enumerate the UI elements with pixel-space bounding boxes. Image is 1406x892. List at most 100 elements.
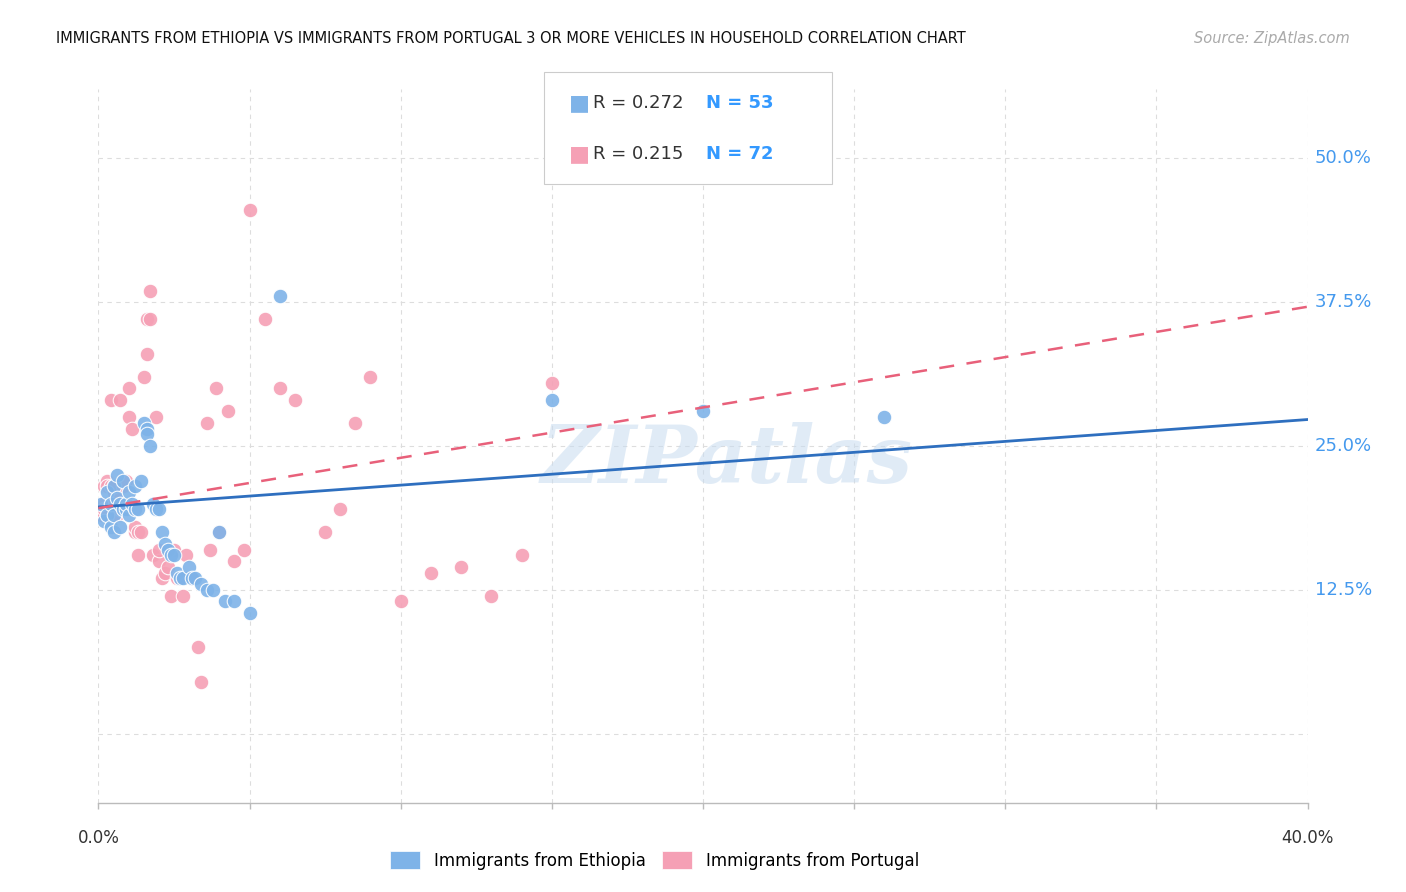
Point: [100, 479, 122, 493]
Text: 12.5%: 12.5%: [1315, 581, 1372, 599]
Point: [172, 589, 194, 603]
Point: [232, 542, 254, 557]
Point: [284, 392, 307, 407]
Text: IMMIGRANTS FROM ETHIOPIA VS IMMIGRANTS FROM PORTUGAL 3 OR MORE VEHICLES IN HOUSE: IMMIGRANTS FROM ETHIOPIA VS IMMIGRANTS F…: [56, 31, 966, 46]
Point: [217, 404, 239, 418]
Point: [187, 640, 209, 655]
Point: [124, 479, 146, 493]
Point: [239, 606, 262, 620]
Point: [195, 582, 218, 597]
Point: [208, 525, 231, 540]
Point: [163, 549, 186, 563]
Point: [114, 474, 136, 488]
Point: [224, 554, 246, 568]
Point: [145, 410, 167, 425]
Point: [103, 479, 125, 493]
Text: 0.0%: 0.0%: [77, 829, 120, 847]
Point: [96, 474, 118, 488]
Point: [127, 525, 149, 540]
Point: [329, 502, 352, 516]
Point: [105, 467, 128, 482]
Point: [114, 497, 136, 511]
Point: [100, 519, 122, 533]
Point: [156, 559, 179, 574]
Text: 37.5%: 37.5%: [1315, 293, 1372, 311]
Point: [127, 549, 149, 563]
Point: [190, 675, 212, 690]
Point: [172, 571, 194, 585]
Text: N = 72: N = 72: [706, 145, 773, 163]
Point: [132, 370, 155, 384]
Point: [93, 497, 115, 511]
Point: [139, 284, 162, 298]
Point: [100, 497, 122, 511]
Point: [190, 577, 212, 591]
Point: [108, 497, 131, 511]
Point: [96, 508, 118, 522]
Point: [124, 502, 146, 516]
Point: [148, 554, 170, 568]
Point: [118, 381, 141, 395]
Point: [239, 202, 262, 217]
Point: [150, 525, 173, 540]
Point: [103, 525, 125, 540]
Point: [208, 525, 231, 540]
Point: [118, 410, 141, 425]
Point: [166, 571, 188, 585]
Point: [253, 312, 276, 326]
Point: [142, 497, 165, 511]
Point: [135, 347, 157, 361]
Point: [169, 571, 191, 585]
Text: Source: ZipAtlas.com: Source: ZipAtlas.com: [1194, 31, 1350, 46]
Point: [150, 571, 173, 585]
Point: [108, 392, 131, 407]
Point: [156, 542, 179, 557]
Point: [111, 502, 134, 516]
Text: N = 53: N = 53: [706, 94, 773, 112]
Point: [105, 491, 128, 505]
Point: [132, 416, 155, 430]
Point: [202, 582, 225, 597]
Point: [873, 410, 896, 425]
Text: ■: ■: [569, 145, 591, 164]
Point: [166, 566, 188, 580]
Point: [148, 502, 170, 516]
Point: [135, 427, 157, 442]
Point: [145, 502, 167, 516]
Point: [314, 525, 336, 540]
Point: [181, 571, 204, 585]
Point: [195, 416, 218, 430]
Point: [93, 514, 115, 528]
Point: [214, 594, 236, 608]
Point: [129, 525, 152, 540]
Point: [344, 416, 367, 430]
Text: ZIPatlas: ZIPatlas: [541, 422, 914, 499]
Point: [111, 479, 134, 493]
Point: [103, 485, 125, 500]
Point: [90, 508, 112, 522]
Point: [103, 508, 125, 522]
Point: [93, 479, 115, 493]
Point: [93, 502, 115, 516]
Text: 25.0%: 25.0%: [1315, 437, 1372, 455]
Point: [139, 439, 162, 453]
Point: [200, 542, 222, 557]
Point: [96, 502, 118, 516]
Point: [96, 485, 118, 500]
Point: [184, 571, 207, 585]
Point: [360, 370, 382, 384]
Point: [481, 589, 503, 603]
Point: [105, 508, 128, 522]
Text: 40.0%: 40.0%: [1281, 829, 1334, 847]
Point: [450, 559, 472, 574]
Point: [205, 381, 228, 395]
Point: [174, 549, 197, 563]
Text: 50.0%: 50.0%: [1315, 149, 1371, 168]
Point: [121, 422, 143, 436]
Point: [90, 497, 112, 511]
Point: [153, 537, 176, 551]
Point: [269, 289, 291, 303]
Point: [103, 479, 125, 493]
Point: [510, 549, 533, 563]
Point: [118, 508, 141, 522]
